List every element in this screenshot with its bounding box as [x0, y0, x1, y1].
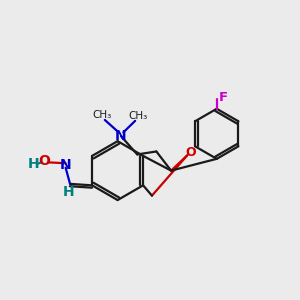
Text: O: O: [38, 154, 50, 168]
Text: N: N: [115, 129, 127, 143]
Text: H: H: [63, 185, 74, 199]
Text: N: N: [60, 158, 71, 172]
Text: CH₃: CH₃: [128, 110, 147, 121]
Text: F: F: [219, 91, 228, 104]
Text: H: H: [28, 157, 40, 171]
Text: O: O: [185, 146, 196, 159]
Text: CH₃: CH₃: [92, 110, 112, 120]
